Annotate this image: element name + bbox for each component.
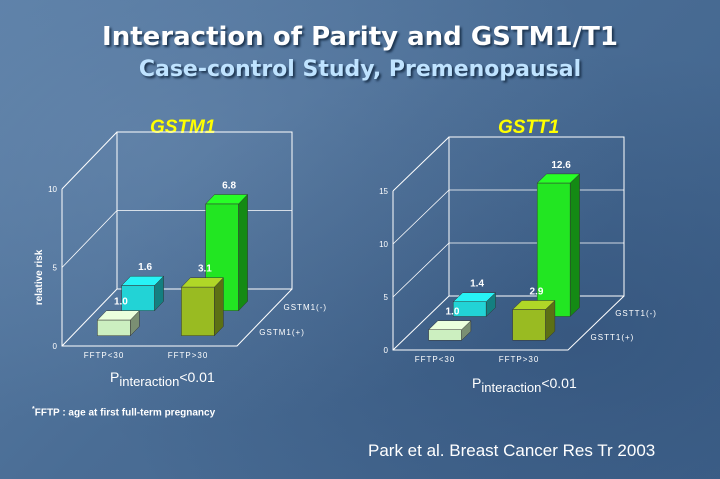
bar-side-face [214,277,224,337]
bar-side-face [569,173,580,318]
chart-gstm1: 0 5 10 relative risk FFTP<30 FFTP>30 GSTM1(-) G… [34,131,328,360]
x-tick-label: FFTP>30 [499,355,540,364]
citation: Park et al. Breast Cancer Res Tr 2003 [368,441,656,460]
bar-gstt1-0-0 [452,292,497,318]
series-label: GSTM1(-) [284,303,328,312]
p-interaction-gstm1: Pinteraction<0.01 [110,369,215,389]
y-tick-label: 10 [379,240,388,249]
p-interaction-gstt1: Pinteraction<0.01 [472,375,577,395]
bar-value-label: 1.0 [114,297,128,308]
bar-gstm1-0-0 [121,275,165,312]
chart-floor-front [392,191,625,351]
bar-gstt1-1-1 [511,299,556,341]
chart-top-left [392,136,450,192]
bar-value-label: 1.0 [445,307,459,318]
chart-gstt1: 0 5 10 15 FFTP<30 FFTP>30 GSTT1(-) GSTT1(+) 1.4 1… [379,136,657,364]
chart-title-gstt1: GSTT1 [498,117,560,138]
gridline [392,189,624,245]
bar-value-label: 12.6 [551,160,571,171]
bar-top-face [205,194,249,205]
slide-subtitle: Case-control Study, Premenopausal [138,57,582,82]
y-tick-label: 15 [379,187,388,196]
gridline [61,210,292,268]
chart-floor-left [392,295,450,351]
bar-top-face [427,320,472,330]
y-tick-label: 0 [53,342,58,351]
bar-front-face [181,286,215,336]
bar-gstm1-1-1 [180,277,224,337]
bar-top-face [96,310,140,321]
y-tick-label: 5 [384,293,389,302]
bar-value-label: 3.1 [198,264,212,275]
chart-back-wall [448,136,625,297]
y-axis-label: relative risk [34,249,45,305]
bar-gstt1-1-0 [427,320,472,341]
y-tick-label: 5 [53,264,58,273]
chart-floor-left [61,288,118,347]
bar-top-face [536,173,581,184]
x-tick-label: FFTP<30 [415,355,456,364]
bar-top-face [511,300,556,310]
y-tick-label: 0 [384,346,389,355]
series-label: GSTT1(-) [615,309,657,318]
chart-floor-front [61,189,293,347]
bar-top-face [180,277,224,288]
bar-value-label: 6.8 [222,181,236,192]
bar-side-face [238,193,248,312]
bar-value-label: 2.9 [529,287,543,298]
bar-front-face [512,309,546,341]
slide-title: Interaction of Parity and GSTM1/T1 [102,22,618,52]
series-label: GSTT1(+) [591,333,635,342]
bar-value-label: 1.6 [138,262,152,273]
x-tick-label: FFTP>30 [168,351,209,360]
gridline [392,242,624,298]
bar-front-face [428,329,462,341]
chart-title-gstm1: GSTM1 [150,117,216,138]
y-tick-label: 10 [48,185,57,194]
bar-gstm1-1-0 [96,310,140,337]
bar-value-label: 1.4 [470,279,484,290]
chart-top-left [61,131,118,190]
x-tick-label: FFTP<30 [84,351,125,360]
bar-front-face [97,319,131,336]
bar-top-face [121,275,165,286]
series-label: GSTM1(+) [259,328,305,337]
bar-gstt1-0-1 [536,173,581,318]
footnote: *FFTP : age at first full-term pregnancy [32,406,216,419]
bar-top-face [452,292,497,302]
